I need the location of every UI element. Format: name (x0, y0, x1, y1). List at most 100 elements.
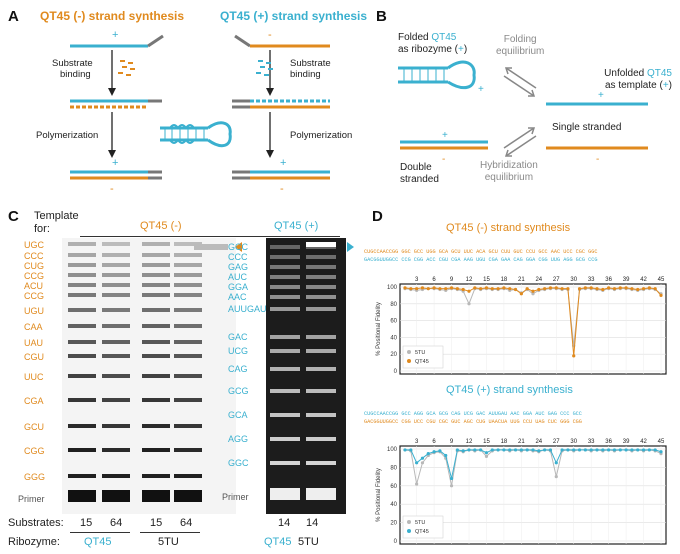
data-point-QT45 (420, 286, 425, 290)
double-stranded-label: Double stranded (400, 162, 439, 185)
gel-band (102, 474, 130, 478)
gel-band (68, 283, 96, 287)
data-point-QT45 (641, 448, 646, 452)
data-point-QT45 (548, 448, 553, 452)
substrates-left-0: 15 (80, 517, 93, 529)
data-point-QT45 (479, 287, 483, 291)
ribozyme-right-1: 5TU (298, 536, 319, 548)
gel-left-label-13: CGG (24, 446, 45, 456)
data-point-QT45 (636, 287, 640, 292)
data-point-QT45 (461, 287, 465, 292)
gel-band (306, 285, 336, 289)
gel-band (142, 448, 170, 452)
gel-left-label-14: GGG (24, 472, 46, 482)
data-point-QT45 (403, 448, 407, 452)
data-point-QT45 (653, 287, 657, 291)
position-tick-label: 15 (483, 277, 490, 283)
gel-band (102, 263, 130, 267)
gel-band (142, 293, 170, 297)
primer-band (174, 490, 202, 502)
substrates-left-1: 64 (110, 517, 123, 529)
gel-band (68, 263, 96, 267)
position-tick-label: 3 (415, 439, 419, 445)
y-tick-label: 40 (390, 335, 397, 341)
folded-ribozyme-icon: + (398, 60, 484, 95)
y-tick-label: 0 (394, 539, 398, 545)
data-point-QT45 (659, 450, 663, 454)
y-axis-label: % Positional Fidelity (376, 302, 382, 356)
hybridization-equilibrium-label: Hybridization equilibrium (480, 160, 538, 183)
data-point-QT45 (595, 448, 599, 452)
top-sequence: CUGCCAACCGG GGC GCC UGG GCA GCU UUC ACA … (364, 249, 598, 263)
gel-right-label-9: CAG (228, 364, 248, 374)
gel-band (174, 398, 202, 402)
gel-band (102, 424, 130, 428)
gel-band (306, 461, 336, 465)
gel-right-label-5: AAC (228, 292, 247, 302)
data-point-QT45 (420, 456, 425, 460)
gel-band (142, 354, 170, 358)
data-point-QT45 (467, 448, 471, 452)
gel-band (142, 283, 170, 287)
data-point-QT45 (618, 286, 622, 290)
y-tick-label: 80 (390, 302, 397, 308)
gel-band (102, 273, 130, 277)
gel-band (306, 255, 336, 259)
data-point-QT45 (426, 287, 430, 291)
gel-band (270, 275, 300, 279)
gel-right-primer-label: Primer (222, 492, 249, 502)
gel-right-label-7: GAC (228, 332, 248, 342)
ribozyme-left-0: QT45 (84, 536, 112, 548)
svg-text:+: + (442, 130, 448, 141)
legend-box (402, 345, 444, 369)
position-tick-label: 27 (553, 277, 560, 283)
svg-text:-: - (442, 154, 445, 165)
data-point-QT45 (624, 286, 628, 290)
y-tick-label: 100 (387, 285, 398, 291)
gel-right-label-10: GCG (228, 386, 249, 396)
gel-band (142, 242, 170, 246)
primer-band (306, 488, 336, 500)
y-tick-label: 40 (390, 502, 397, 508)
data-point-QT45 (630, 287, 634, 291)
data-point-QT45 (508, 287, 512, 291)
gel-band (270, 349, 300, 353)
data-point-QT45 (630, 448, 634, 452)
gel-right-label-13: GGC (228, 458, 249, 468)
gel-band (306, 265, 336, 269)
gel-band (102, 448, 130, 452)
gel-band (270, 285, 300, 289)
data-point-QT45 (543, 448, 547, 452)
right-template-label: QT45 (+) (274, 220, 319, 232)
gel-band (270, 413, 300, 417)
gel-band (102, 354, 130, 358)
gel-left (62, 238, 236, 514)
left-template-bracket (80, 236, 240, 237)
data-point-QT45 (432, 450, 436, 454)
gel-left-primer-label: Primer (18, 494, 45, 504)
bottom-sequence: CUGCCAACCGG GCC AGG GCA GCG CAG UCG GAC … (364, 411, 582, 425)
y-tick-label: 60 (390, 484, 397, 490)
data-point-QT45 (607, 286, 611, 290)
panel-a-diagram: + Substrate binding Polymerization + - - … (36, 29, 352, 195)
gel-band (174, 308, 202, 312)
gel-band (68, 293, 96, 297)
position-tick-label: 36 (605, 277, 612, 283)
data-point-QT45 (566, 287, 570, 291)
data-point-QT45 (537, 287, 541, 292)
single-stranded-label: Single stranded (552, 122, 622, 133)
substrate-fragments-cyan (256, 60, 273, 76)
data-point-QT45 (409, 287, 413, 291)
gel-left-bands (68, 242, 202, 502)
data-point-QT45 (502, 448, 506, 452)
ribozyme-left-1: 5TU (158, 536, 179, 548)
data-point-5TU (467, 302, 471, 306)
data-point-QT45 (449, 476, 454, 481)
data-point-QT45 (438, 449, 442, 453)
data-point-QT45 (479, 448, 483, 452)
data-point-QT45 (659, 293, 663, 297)
data-point-QT45 (554, 286, 558, 290)
